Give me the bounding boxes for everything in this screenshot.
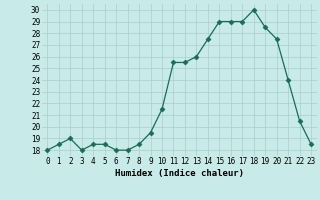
X-axis label: Humidex (Indice chaleur): Humidex (Indice chaleur) xyxy=(115,169,244,178)
